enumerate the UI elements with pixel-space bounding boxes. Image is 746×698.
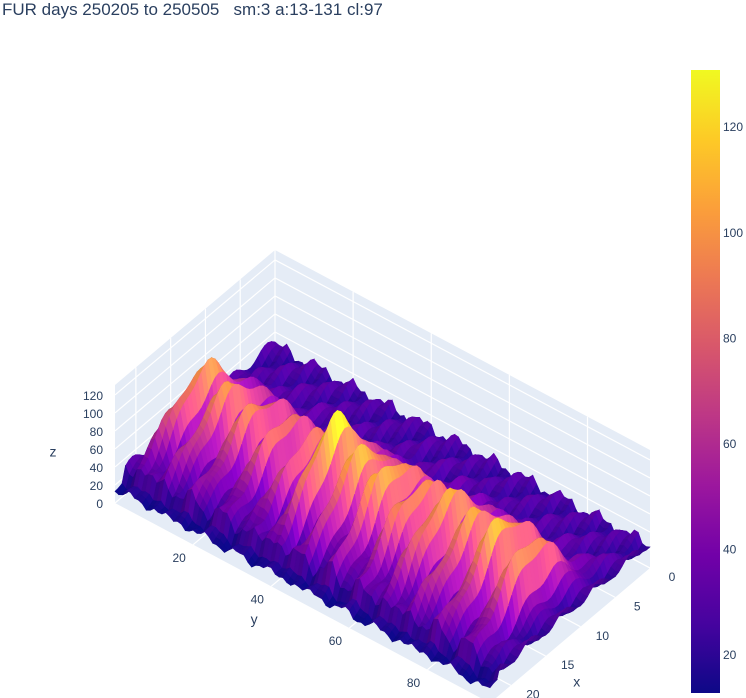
colorbar-tick-label: 40 <box>723 543 737 557</box>
y-tick-label: 20 <box>172 551 186 565</box>
back-wall-x0 <box>275 250 650 568</box>
colorbar-gradient <box>691 70 720 693</box>
colorbar-tick-label: 80 <box>723 331 737 345</box>
y-tick-label: 60 <box>329 634 343 648</box>
y-tick-label: 40 <box>251 593 265 607</box>
y-tick-label: 80 <box>407 676 421 690</box>
x-tick-label: 10 <box>596 629 610 643</box>
x-axis-title: x <box>573 673 580 689</box>
z-tick-label: 100 <box>83 407 103 421</box>
gridline-z <box>114 277 276 414</box>
surface-layer <box>114 341 651 689</box>
colorbar: 20 40 60 80 100 120 <box>691 70 743 693</box>
z-tick-label: 40 <box>90 461 104 475</box>
z-tick-label: 120 <box>83 389 103 403</box>
x-tick-label: 5 <box>634 600 641 614</box>
colorbar-tick-label: 120 <box>723 120 743 134</box>
z-tick-label: 80 <box>90 425 104 439</box>
gridline-z <box>114 259 276 396</box>
x-tick-label: 20 <box>526 688 540 698</box>
x-tick-label: 15 <box>561 658 575 672</box>
colorbar-tick-label: 20 <box>723 648 737 662</box>
colorbar-tick-label: 100 <box>723 226 743 240</box>
y-axis-title: y <box>251 611 258 627</box>
z-tick-label: 60 <box>90 443 104 457</box>
z-axis-title: z <box>50 444 57 460</box>
chart-title: FUR days 250205 to 250505 sm:3 a:13-131 … <box>2 0 383 19</box>
z-tick-label: 0 <box>96 497 103 511</box>
gridline-z <box>114 295 276 432</box>
x-tick-label: 0 <box>669 570 676 584</box>
z-tick-label: 20 <box>90 479 104 493</box>
colorbar-tick-label: 60 <box>723 437 737 451</box>
